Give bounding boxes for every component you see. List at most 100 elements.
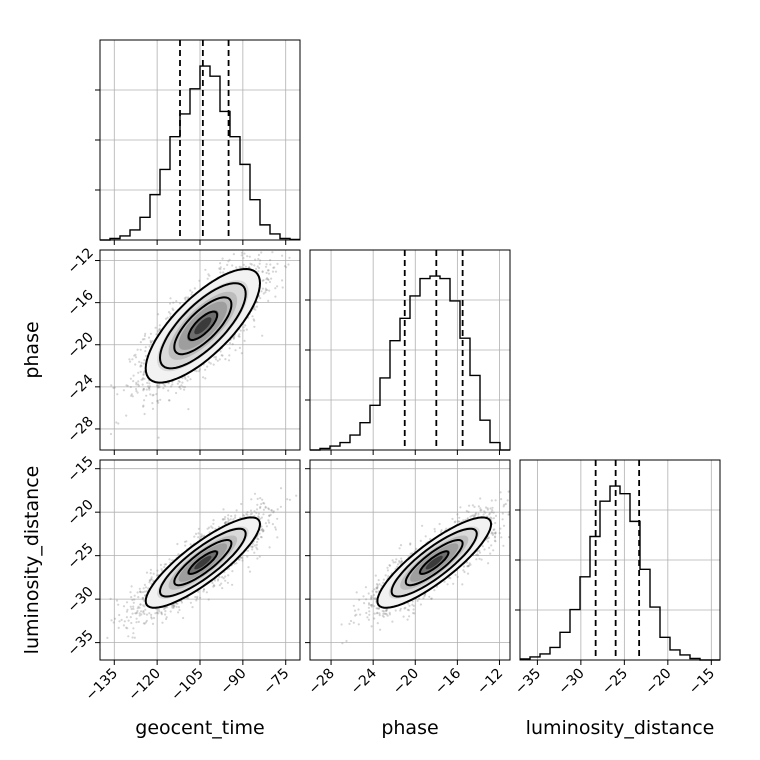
scatter-point — [256, 503, 259, 506]
scatter-point — [157, 385, 160, 388]
scatter-point — [274, 270, 278, 273]
scatter-point — [157, 401, 160, 404]
scatter-point — [268, 280, 271, 284]
scatter-point — [273, 266, 276, 269]
scatter-point — [246, 549, 250, 552]
scatter-point — [258, 262, 261, 265]
panel-frame — [99, 39, 301, 241]
scatter-point — [164, 563, 168, 566]
scatter-point — [172, 605, 175, 608]
scatter-point — [175, 391, 178, 395]
scatter-point — [169, 297, 172, 300]
scatter-point — [142, 389, 145, 392]
scatter-point — [135, 383, 138, 386]
scatter-point — [260, 529, 263, 532]
hist-panel-geocent_time — [95, 39, 301, 245]
panel-content — [100, 487, 298, 651]
scatter-point — [247, 566, 250, 569]
scatter-point — [125, 626, 128, 629]
scatter-point — [151, 394, 154, 397]
scatter-point — [136, 591, 139, 594]
scatter-point — [142, 611, 145, 614]
scatter-point — [256, 537, 259, 540]
scatter-point — [224, 521, 227, 524]
scatter-point — [166, 316, 169, 319]
histogram-step-phase — [310, 275, 510, 451]
scatter-point — [171, 383, 174, 386]
scatter-point — [86, 402, 88, 404]
scatter-point — [183, 540, 187, 543]
scatter-point — [242, 263, 245, 266]
scatter-point — [142, 371, 146, 374]
panel-frame — [309, 249, 511, 451]
scatter-point — [155, 333, 158, 336]
scatter-point — [257, 516, 260, 519]
scatter-point — [191, 606, 194, 609]
scatter-point — [222, 577, 225, 580]
scatter-point — [225, 521, 228, 524]
scatter-point — [222, 271, 225, 274]
scatter-point — [265, 271, 268, 274]
scatter-point — [196, 595, 199, 598]
scatter-point — [242, 326, 245, 329]
scatter-point — [254, 258, 257, 261]
scatter-point — [266, 269, 270, 272]
x-tick-label: −35 — [512, 666, 544, 698]
scatter-point — [169, 302, 172, 305]
scatter-point — [246, 510, 249, 514]
scatter-point — [224, 516, 227, 519]
scatter-point — [204, 368, 207, 371]
scatter-point — [195, 599, 198, 602]
density-shading — [145, 269, 260, 383]
scatter-point — [149, 579, 152, 582]
scatter-point — [196, 597, 199, 600]
scatter-point — [139, 341, 142, 344]
scatter-point — [157, 436, 160, 439]
scatter-point — [145, 619, 148, 622]
scatter-point — [186, 379, 189, 382]
scatter-point — [187, 596, 190, 599]
scatter-point — [152, 616, 156, 620]
scatter-point — [139, 590, 142, 593]
scatter-point — [152, 393, 155, 396]
scatter-point — [231, 570, 234, 573]
scatter-point — [261, 528, 264, 531]
scatter-point — [170, 385, 173, 388]
scatter-point — [122, 624, 125, 627]
scatter-point — [220, 354, 223, 357]
scatter-point — [131, 612, 134, 615]
scatter-point — [116, 393, 119, 396]
scatter-point — [216, 359, 219, 362]
scatter-point — [264, 291, 267, 294]
scatter-point — [148, 345, 151, 348]
scatter-point — [222, 518, 225, 521]
scatter-point — [217, 578, 220, 581]
scatter-point — [253, 492, 257, 495]
scatter-point — [221, 576, 224, 579]
scatter-point — [149, 339, 152, 342]
scatter-point — [270, 509, 273, 512]
scatter-point — [219, 266, 222, 269]
scatter-point — [249, 513, 252, 516]
scatter-point — [264, 505, 267, 508]
scatter-point — [127, 619, 130, 622]
scatter-point — [147, 386, 150, 389]
scatter-point — [183, 388, 186, 391]
scatter-point — [276, 517, 279, 520]
scatter-point — [148, 612, 151, 615]
scatter-point — [143, 399, 146, 402]
scatter-point — [117, 422, 120, 425]
scatter-point — [142, 405, 145, 408]
scatter-point — [145, 590, 148, 593]
scatter-point — [149, 393, 152, 396]
scatter-point — [142, 404, 145, 407]
scatter-point — [141, 598, 144, 601]
scatter-point — [198, 368, 201, 371]
scatter-point — [185, 296, 188, 299]
scatter-point — [142, 372, 145, 376]
scatter-point — [251, 315, 254, 318]
scatter-point — [238, 335, 241, 338]
scatter-point — [171, 307, 174, 310]
scatter-point — [135, 389, 138, 393]
scatter-point — [158, 327, 161, 330]
